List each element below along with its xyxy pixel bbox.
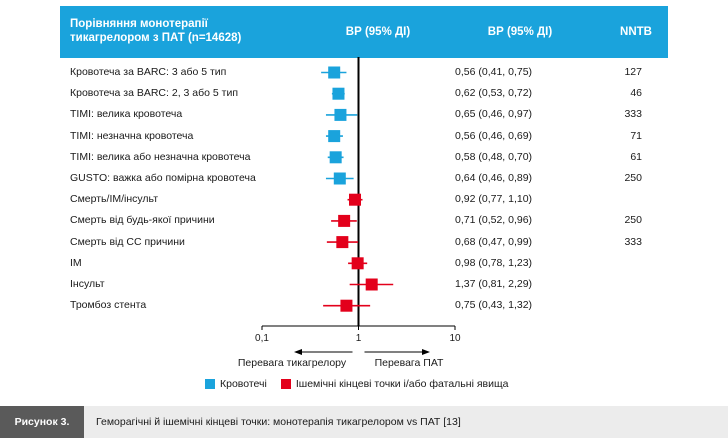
point-estimate	[329, 151, 342, 164]
point-estimate	[351, 257, 364, 270]
row-ci-text: 0,71 (0,52, 0,96)	[455, 214, 533, 227]
row-ci-text: 0,64 (0,46, 0,89)	[455, 172, 533, 184]
row-label: Кровотеча за BARC: 3 або 5 тип	[70, 66, 227, 78]
point-estimate	[338, 214, 351, 227]
row-label: TIMI: незначна кровотеча	[70, 129, 194, 142]
forest-plot: 0,1 1 10	[255, 57, 461, 355]
row-label: GUSTO: важка або помірна кровотеча	[70, 172, 256, 184]
row-ci-text: 0,56 (0,41, 0,75)	[455, 66, 533, 78]
row-nntb: 127	[624, 66, 642, 78]
legend-swatch-bleeding	[205, 379, 215, 389]
row-nntb: 61	[630, 150, 642, 163]
point-estimate	[349, 193, 362, 206]
header-or-text: ВР (95% ДІ)	[487, 26, 553, 38]
legend-label-ischemic: Ішемічні кінцеві точки і/або фатальні яв…	[295, 378, 509, 390]
x-tick-label: 0,1	[255, 333, 269, 344]
point-estimate	[332, 87, 345, 100]
point-estimate	[340, 299, 353, 312]
row-ci-text: 1,37 (0,81, 2,29)	[455, 278, 533, 290]
header-title-line2: тикагрелором з ПАТ (n=14628)	[70, 32, 242, 44]
row-nntb: 333	[624, 108, 642, 121]
figure-label: Рисунок 3.	[0, 406, 84, 438]
row-label: Інсульт	[70, 278, 105, 290]
point-estimate	[334, 108, 347, 121]
row-label: IM	[70, 256, 82, 269]
legend-label-bleeding: Кровотечі	[220, 378, 267, 390]
row-label: Смерть від будь-якої причини	[70, 214, 215, 227]
legend: Кровотечі Ішемічні кінцеві точки і/або ф…	[205, 378, 508, 390]
x-tick-label: 10	[449, 333, 461, 344]
row-label: Смерть/IM/інсульт	[70, 193, 159, 206]
figure-caption: Геморагічні й ішемічні кінцеві точки: мо…	[96, 416, 461, 428]
row-nntb: 250	[624, 172, 642, 184]
row-ci-text: 0,98 (0,78, 1,23)	[455, 256, 533, 269]
point-estimate	[333, 172, 346, 185]
caption-bar	[0, 406, 728, 438]
header-title: Порівняння монотерапії тикагрелором з ПА…	[70, 17, 241, 45]
legend-swatch-ischemic	[280, 379, 291, 389]
x-tick-label: 1	[356, 333, 362, 344]
favors-ticagrelor-label: Перевага тикагрелору	[237, 357, 347, 369]
point-estimate	[336, 236, 349, 249]
table-header: Порівняння монотерапії тикагрелором з ПА…	[60, 6, 668, 58]
point-estimate	[365, 278, 378, 291]
favors-right-arrowhead	[422, 349, 430, 355]
header-title-line1: Порівняння монотерапії	[70, 18, 208, 30]
point-estimate	[328, 130, 341, 143]
header-or-plot: ВР (95% ДІ)	[345, 26, 411, 38]
favors-dapt-label: Перевага ПАТ	[374, 357, 444, 369]
row-ci-text: 0,62 (0,53, 0,72)	[455, 87, 533, 100]
row-nntb: 46	[630, 87, 642, 100]
row-ci-text: 0,75 (0,43, 1,32)	[455, 299, 533, 312]
point-estimate	[328, 66, 341, 79]
row-label: TIMI: велика або незначна кровотеча	[70, 150, 251, 163]
row-label: Тромбоз стента	[70, 299, 147, 312]
favors-left-arrowhead	[294, 349, 302, 355]
row-ci-text: 0,68 (0,47, 0,99)	[455, 235, 533, 248]
row-nntb: 333	[624, 235, 642, 248]
row-label: TIMI: велика кровотеча	[70, 108, 183, 121]
row-label: Смерть від СС причини	[70, 235, 185, 248]
row-ci-text: 0,92 (0,77, 1,10)	[455, 193, 533, 206]
header-nntb: NNTB	[620, 26, 652, 38]
row-ci-text: 0,58 (0,48, 0,70)	[455, 150, 533, 163]
row-ci-text: 0,65 (0,46, 0,97)	[455, 108, 533, 121]
row-label: Кровотеча за BARC: 2, 3 або 5 тип	[70, 87, 239, 100]
row-ci-text: 0,56 (0,46, 0,69)	[455, 129, 533, 142]
row-nntb: 250	[624, 214, 642, 227]
row-nntb: 71	[630, 129, 642, 142]
